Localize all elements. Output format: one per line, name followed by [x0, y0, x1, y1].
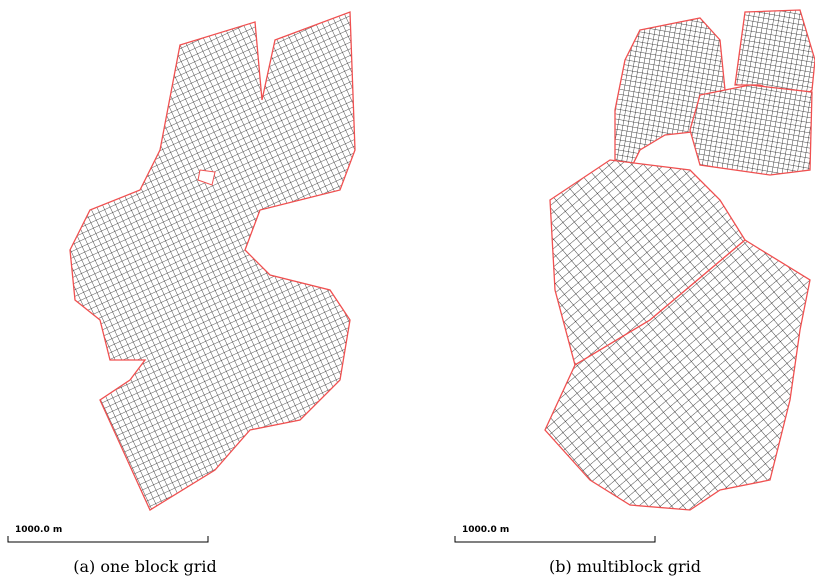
scale-bar — [455, 536, 655, 542]
scale-label: 1000.0 m — [462, 525, 509, 535]
caption: (b) multiblock grid — [549, 557, 701, 576]
one-block-grid — [70, 12, 355, 510]
figure: 1000.0 m (a) one block grid 1000.0 m (b)… — [0, 0, 815, 579]
scale-label: 1000.0 m — [15, 525, 62, 535]
grid-block — [690, 85, 812, 175]
scale-bar — [8, 536, 208, 542]
caption: (a) one block grid — [73, 557, 217, 576]
panel-b: 1000.0 m (b) multiblock grid — [455, 10, 815, 576]
panel-a: 1000.0 m (a) one block grid — [8, 12, 355, 576]
